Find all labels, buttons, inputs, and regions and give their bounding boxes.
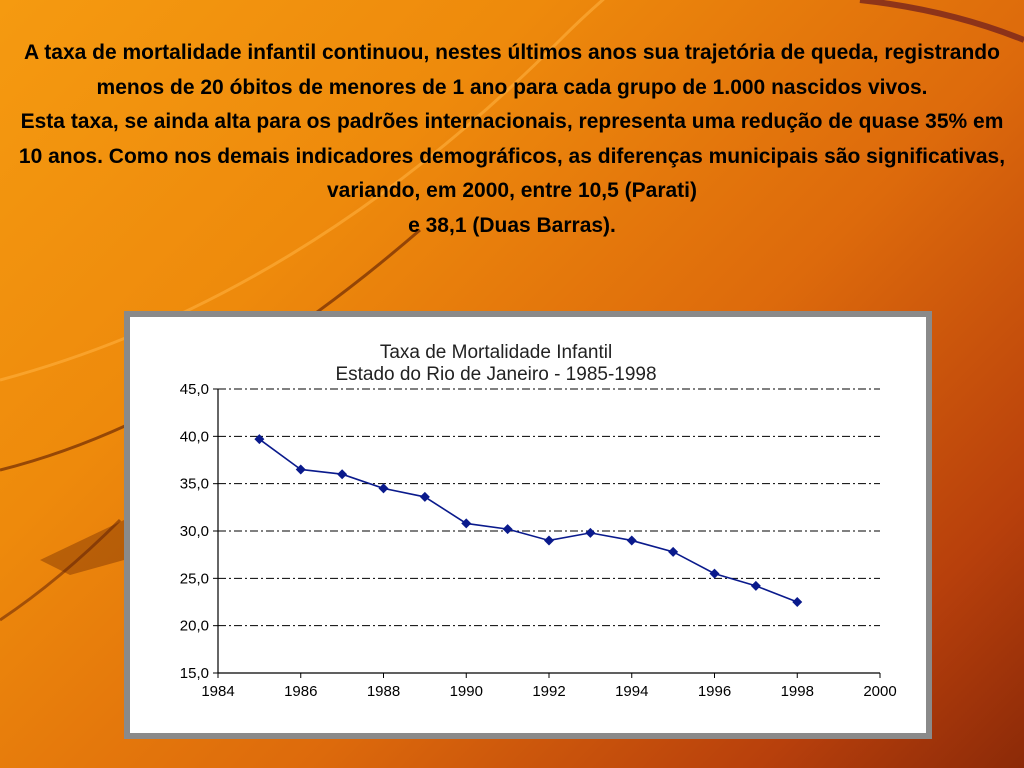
data-point-1998 — [792, 597, 803, 607]
x-tick-label-1: 1986 — [284, 683, 317, 700]
data-point-1986 — [295, 464, 306, 475]
data-point-1988 — [378, 483, 389, 494]
x-tick-label-3: 1990 — [450, 683, 483, 700]
slide-text-block: A taxa de mortalidade infantil continuou… — [10, 36, 1014, 243]
y-tick-label-2: 25,0 — [180, 570, 209, 587]
data-point-1985 — [254, 434, 265, 445]
series-line-0 — [258, 438, 798, 603]
infant-mortality-chart: Taxa de Mortalidade Infantil Estado do R… — [180, 342, 897, 700]
y-tick-label-6: 45,0 — [180, 381, 209, 398]
x-tick-label-0: 1984 — [201, 683, 234, 700]
data-point-1996 — [709, 568, 720, 579]
y-tick-label-4: 35,0 — [180, 476, 209, 493]
paragraph-infant-mortality-trend: A taxa de mortalidade infantil continuou… — [24, 41, 1000, 99]
paragraph-duas-barras: e 38,1 (Duas Barras). — [408, 213, 616, 237]
chart-title: Taxa de Mortalidade Infantil — [380, 342, 612, 363]
chart-frame: Taxa de Mortalidade Infantil Estado do R… — [124, 311, 932, 739]
y-tick-label-5: 40,0 — [180, 428, 209, 445]
x-tick-label-8: 2000 — [863, 683, 896, 700]
series-layer — [254, 434, 803, 607]
y-tick-label-1: 20,0 — [180, 618, 209, 635]
data-point-1993 — [585, 527, 596, 538]
data-point-1995 — [668, 546, 679, 557]
y-tick-label-3: 30,0 — [180, 523, 209, 540]
y-tick-label-0: 15,0 — [180, 665, 209, 682]
data-point-1989 — [419, 491, 430, 502]
data-point-1997 — [750, 580, 761, 591]
y-axis-ticks: 15,0 20,0 25,0 30,0 35,0 40,0 45,0 — [180, 381, 218, 682]
x-tick-label-6: 1996 — [698, 683, 731, 700]
paragraph-rate-reduction: Esta taxa, se ainda alta para os padrões… — [18, 110, 1006, 202]
data-point-1990 — [461, 518, 472, 529]
x-tick-label-5: 1994 — [615, 683, 648, 700]
chart-subtitle: Estado do Rio de Janeiro - 1985-1998 — [335, 364, 656, 385]
x-axis-ticks: 1984 1986 1988 1990 1992 1994 1996 1998 2000 — [201, 673, 897, 700]
data-point-1991 — [502, 524, 513, 535]
data-point-1994 — [626, 535, 637, 546]
gridlines — [218, 388, 880, 627]
x-tick-label-2: 1988 — [367, 683, 400, 700]
x-tick-label-7: 1998 — [781, 683, 814, 700]
data-point-1987 — [337, 469, 348, 480]
data-point-1992 — [544, 535, 554, 546]
x-tick-label-4: 1992 — [532, 683, 565, 700]
